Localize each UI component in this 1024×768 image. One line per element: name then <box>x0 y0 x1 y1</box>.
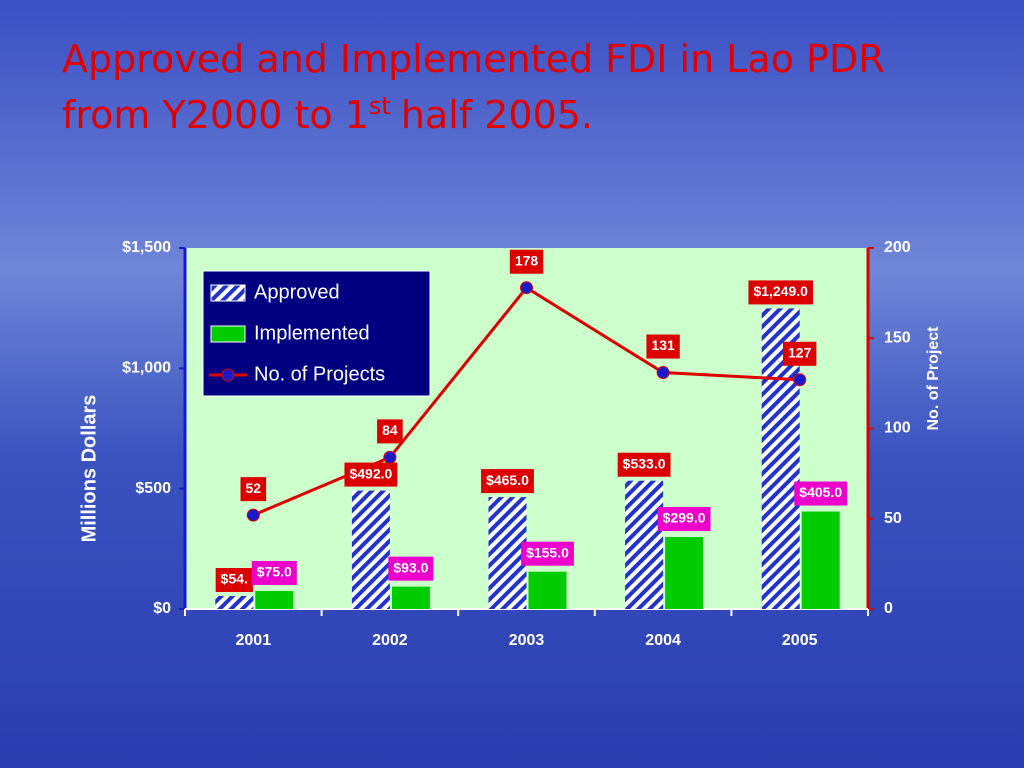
value-label-box <box>481 469 534 494</box>
value-label: $533.0 <box>617 452 671 477</box>
bar <box>625 480 664 609</box>
legend-swatch <box>210 284 246 302</box>
value-label-text: $465.0 <box>486 472 529 488</box>
value-label-box <box>646 334 680 359</box>
legend-marker <box>221 368 235 382</box>
value-label: 52 <box>240 477 267 502</box>
y2-tick-label: 100 <box>884 420 911 437</box>
chart: $0 $500 $1,000 $1,500 0 50 100 150 200 Millions D… <box>78 239 942 649</box>
bar <box>255 590 294 609</box>
value-label: $155.0 <box>521 541 574 566</box>
bar <box>528 571 567 609</box>
y2-tick-label: 0 <box>884 600 893 617</box>
value-label: $405.0 <box>794 481 848 506</box>
title-text: from Y2000 to 1 <box>62 93 369 137</box>
value-label-box <box>344 462 398 487</box>
bar <box>351 490 390 609</box>
y-tick-label: $500 <box>135 480 171 497</box>
legend-label: Implemented <box>254 322 370 344</box>
x-tick-label: 2005 <box>782 632 818 649</box>
legend-label: No. of Projects <box>254 363 385 385</box>
value-label-box <box>794 481 848 506</box>
value-label-text: 127 <box>788 344 812 360</box>
value-label-text: $533.0 <box>623 455 666 471</box>
title-superscript: st <box>369 92 391 120</box>
point <box>793 373 807 387</box>
value-label-text: $93.0 <box>393 559 428 575</box>
y2-tick-label: 50 <box>884 510 902 527</box>
value-label-text: $54. <box>221 571 248 587</box>
y2-tick-label: 150 <box>884 329 911 346</box>
value-label: 131 <box>646 334 680 359</box>
x-tick-label: 2003 <box>509 632 545 649</box>
title-text: half 2005. <box>401 93 593 137</box>
y-tick-label: $1,000 <box>122 360 171 377</box>
value-label-box <box>251 560 297 585</box>
value-label: 84 <box>377 419 403 444</box>
y-axis-label: Millions Dollars <box>78 395 100 543</box>
x-tick-label: 2002 <box>372 632 408 649</box>
value-label-box <box>748 280 813 305</box>
legend-label: Approved <box>254 281 340 303</box>
value-label-text: 84 <box>382 422 398 438</box>
value-label-text: 178 <box>515 252 539 268</box>
x-tick-label: 2001 <box>236 632 272 649</box>
value-label-box <box>388 556 434 581</box>
value-label-box <box>617 452 671 477</box>
bar <box>488 497 527 609</box>
value-label-text: $299.0 <box>663 510 706 526</box>
value-label-text: $1,249.0 <box>753 283 808 299</box>
title-line-2: from Y2000 to 1st half 2005. <box>62 92 593 137</box>
value-label-text: 52 <box>246 480 262 496</box>
y2-tick-label: 200 <box>884 239 911 256</box>
value-label: $93.0 <box>388 556 434 581</box>
value-label-text: $155.0 <box>526 544 569 560</box>
point <box>520 281 533 295</box>
value-label-text: $492.0 <box>349 465 392 481</box>
bar <box>665 537 704 609</box>
value-label-box <box>215 568 253 593</box>
value-label-box <box>521 541 574 566</box>
value-label: $465.0 <box>481 469 534 494</box>
value-label-box <box>240 477 267 502</box>
value-label-text: 131 <box>651 337 675 353</box>
value-label: $75.0 <box>251 560 297 585</box>
x-tick-label: 2004 <box>645 632 681 649</box>
point <box>383 450 397 464</box>
point <box>246 508 260 522</box>
bar <box>391 586 430 609</box>
value-label: $1,249.0 <box>748 280 813 305</box>
value-label: $299.0 <box>657 507 711 532</box>
value-label: 178 <box>509 249 544 274</box>
bar <box>801 511 840 609</box>
value-label-text: $405.0 <box>799 484 842 500</box>
value-label-text: $75.0 <box>257 564 292 580</box>
bar <box>215 596 254 609</box>
legend: Approved Implemented No. of Projects <box>202 270 431 397</box>
value-label: 127 <box>783 341 817 366</box>
value-label-box <box>783 341 817 366</box>
point <box>656 366 670 380</box>
value-label: $54. <box>215 568 253 593</box>
value-label-box <box>657 507 711 532</box>
value-label: $492.0 <box>344 462 398 487</box>
value-label-box <box>509 249 544 274</box>
y2-axis-label: No. of Project <box>925 326 942 431</box>
legend-swatch <box>210 325 246 343</box>
title-line-1: Approved and Implemented FDI in Lao PDR <box>62 37 885 81</box>
y-tick-label: $0 <box>153 600 171 617</box>
y-tick-label: $1,500 <box>122 239 171 256</box>
value-label-box <box>377 419 403 444</box>
